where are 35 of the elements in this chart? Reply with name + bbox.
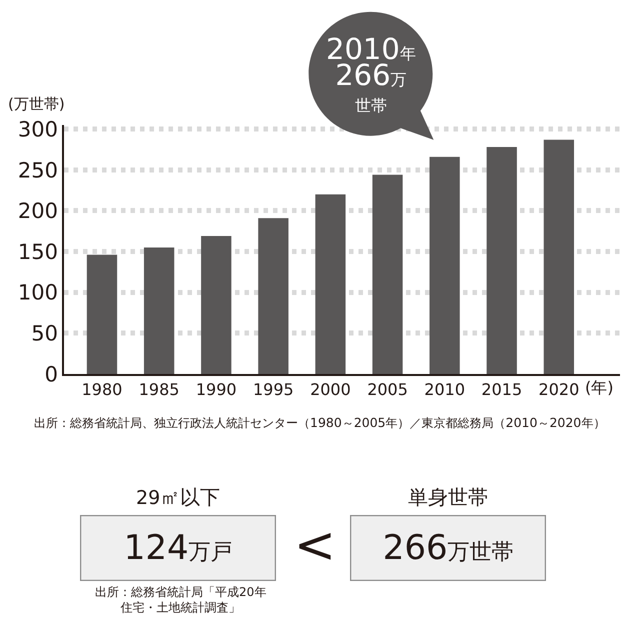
y-tick-label: 300 bbox=[18, 117, 58, 142]
y-tick-label: 250 bbox=[18, 158, 58, 182]
x-tick-label: 1980 bbox=[82, 380, 122, 399]
bar bbox=[258, 218, 288, 374]
y-axis-title: (万世帯) bbox=[8, 95, 65, 113]
text: 出所：総務省統計局、独立行政法人統計センター（1980～2005年）／東京都総務局（2010～2020年） bbox=[34, 415, 606, 430]
bar bbox=[144, 247, 174, 374]
x-tick-label: 2000 bbox=[310, 380, 351, 399]
annotation: 2010年266万世帯 bbox=[326, 32, 416, 115]
x-tick-label: 1985 bbox=[138, 380, 180, 399]
text: 124万戸 bbox=[124, 528, 233, 568]
text: < bbox=[294, 516, 336, 574]
x-tick-label: 2005 bbox=[367, 380, 408, 399]
y-tick-label: 200 bbox=[18, 199, 58, 224]
x-tick-label: 1990 bbox=[196, 380, 237, 399]
y-tick-label: 0 bbox=[44, 362, 58, 386]
bar bbox=[486, 147, 517, 374]
bar bbox=[201, 236, 232, 374]
y-tick-label: 50 bbox=[31, 322, 58, 346]
x-tick-label: 2020 bbox=[538, 380, 580, 399]
x-axis-title: (年) bbox=[585, 378, 614, 397]
bar bbox=[430, 156, 460, 374]
text: 単身世帯 bbox=[408, 485, 488, 509]
x-tick-label: 2015 bbox=[481, 380, 522, 399]
text: 出所：総務省統計局「平成20年住宅・土地統計調査」 bbox=[95, 585, 266, 615]
bar bbox=[372, 174, 403, 374]
bar bbox=[86, 254, 118, 374]
text: 29㎡以下 bbox=[136, 485, 220, 509]
x-tick-label: 1995 bbox=[252, 380, 294, 399]
bar bbox=[544, 140, 574, 374]
x-tick-label: 2010 bbox=[424, 380, 466, 399]
bar bbox=[315, 194, 346, 374]
text: 266万世帯 bbox=[382, 528, 514, 568]
y-tick-label: 100 bbox=[18, 280, 58, 305]
y-tick-label: 150 bbox=[18, 240, 58, 264]
